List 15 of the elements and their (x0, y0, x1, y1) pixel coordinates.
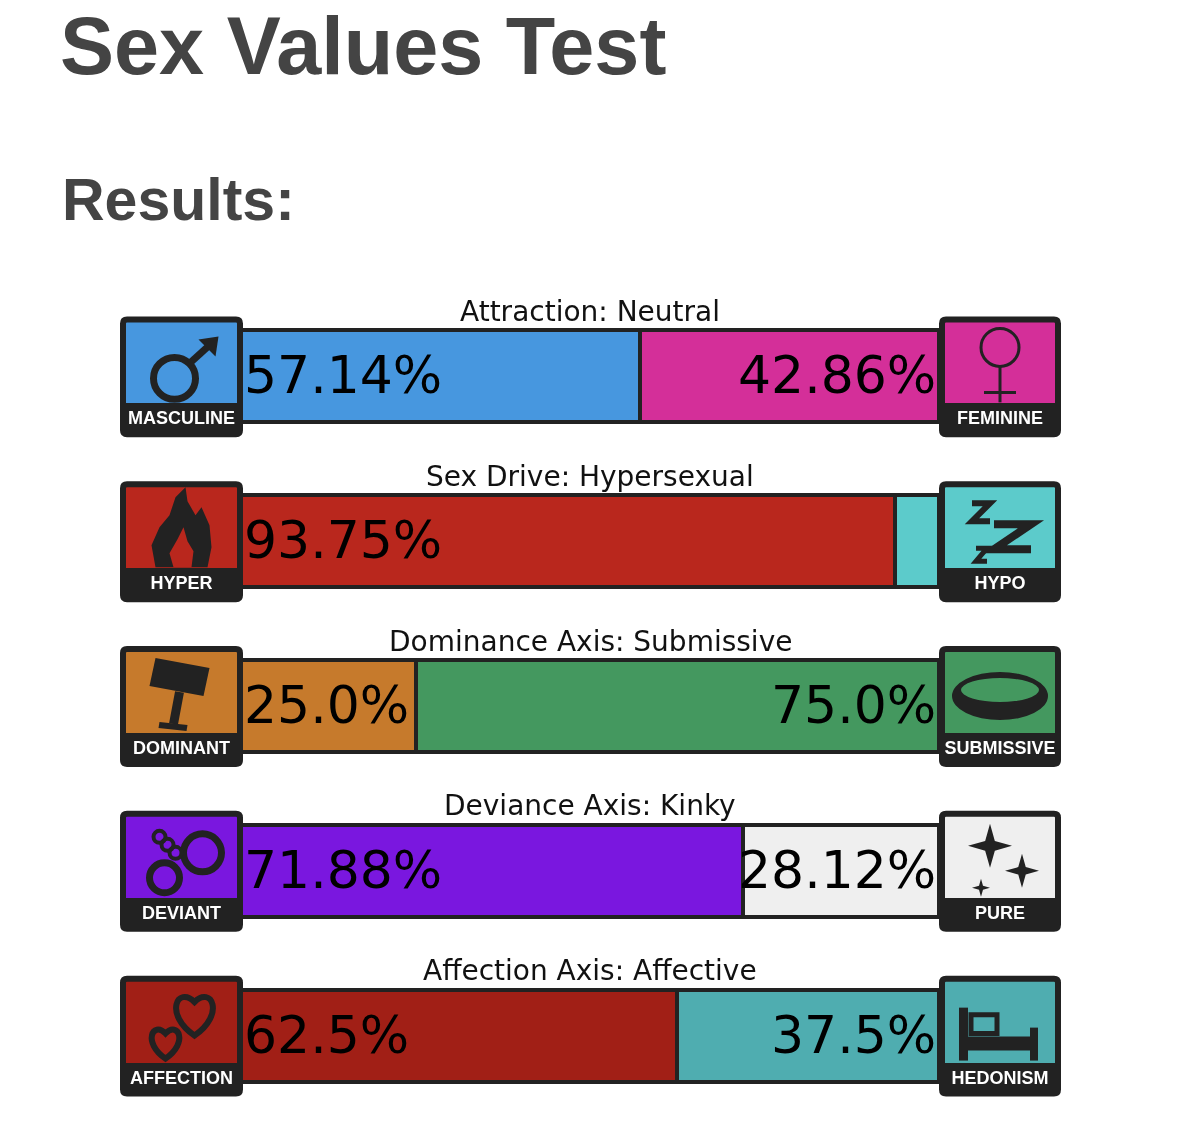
data-label: 37.5% (771, 1005, 937, 1065)
y-tick-label: Sex Drive: Hypersexual (426, 460, 754, 493)
y-tick-label: Affection Axis: Affective (423, 954, 757, 987)
data-label: 62.5% (244, 1005, 410, 1065)
data-label: 93.75% (244, 510, 443, 570)
y-tick-label: Deviance Axis: Kinky (444, 789, 736, 822)
data-label: 57.14% (244, 345, 443, 405)
data-label: 42.86% (738, 345, 937, 405)
y-tick-label: Dominance Axis: Submissive (389, 625, 793, 658)
chart-title: Sex Values Test (60, 1, 667, 92)
data-label: 71.88% (244, 840, 443, 900)
data-label: 25.0% (244, 675, 410, 735)
y-tick-label: Attraction: Neutral (460, 295, 720, 328)
data-label: 75.0% (771, 675, 937, 735)
chart-subtitle: Results: (62, 167, 295, 233)
